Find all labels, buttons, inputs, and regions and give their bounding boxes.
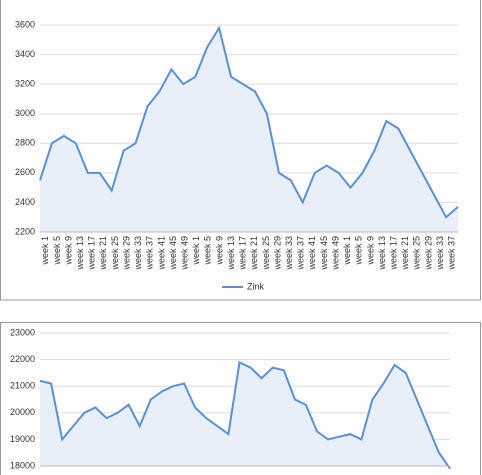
x-tick-label: week 17 xyxy=(87,236,97,271)
x-tick-label: week 25 xyxy=(261,236,271,271)
y-tick-label: 2400 xyxy=(15,197,35,207)
x-tick-label: week 9 xyxy=(365,236,375,266)
chart-frame xyxy=(0,0,481,301)
x-tick-label: week 33 xyxy=(435,236,445,271)
x-tick-label: week 45 xyxy=(168,236,178,271)
y-tick-label: 21000 xyxy=(10,381,35,391)
y-tick-label: 2800 xyxy=(15,138,35,148)
y-tick-label: 3600 xyxy=(15,19,35,29)
area xyxy=(40,362,450,469)
y-tick-label: 3200 xyxy=(15,79,35,89)
x-tick-label: week 45 xyxy=(319,236,329,271)
x-tick-label: week 29 xyxy=(423,236,433,271)
y-tick-label: 23000 xyxy=(10,327,35,337)
x-tick-label: week 17 xyxy=(389,236,399,271)
x-tick-label: week 5 xyxy=(203,236,213,266)
line xyxy=(39,360,451,470)
x-tick-label: week 29 xyxy=(272,236,282,271)
x-tick-label: week 13 xyxy=(377,236,387,271)
x-tick-label: week 21 xyxy=(400,236,410,271)
x-tick-label: week 13 xyxy=(75,236,85,271)
legend-label: Zink xyxy=(247,281,265,291)
x-tick-label: week 41 xyxy=(307,236,317,271)
y-tick-label: 2600 xyxy=(15,167,35,177)
x-tick-label: week 21 xyxy=(249,236,259,271)
y-tick-label: 3400 xyxy=(15,49,35,59)
line xyxy=(39,25,459,219)
x-tick-label: week 1 xyxy=(342,236,352,266)
y-tick-label: 18000 xyxy=(10,460,35,470)
x-tick-label: week 9 xyxy=(63,236,73,266)
x-tick-label: week 37 xyxy=(145,236,155,271)
x-tick-label: week 25 xyxy=(110,236,120,271)
x-tick-label: week 1 xyxy=(40,236,50,266)
x-tick-label: week 33 xyxy=(133,236,143,271)
chart-frame xyxy=(0,322,481,475)
x-tick-label: week 33 xyxy=(284,236,294,271)
area xyxy=(40,28,458,232)
x-tick-label: week 5 xyxy=(354,236,364,266)
y-tick-label: 22000 xyxy=(10,354,35,364)
x-tick-label: week 17 xyxy=(238,236,248,271)
x-tick-label: week 13 xyxy=(226,236,236,271)
y-tick-label: 20000 xyxy=(10,407,35,417)
x-tick-label: week 49 xyxy=(180,236,190,271)
x-tick-label: week 37 xyxy=(296,236,306,271)
x-tick-label: week 9 xyxy=(214,236,224,266)
y-tick-label: 19000 xyxy=(10,434,35,444)
x-tick-label: week 41 xyxy=(156,236,166,271)
x-tick-label: week 29 xyxy=(121,236,131,271)
y-tick-label: 3000 xyxy=(15,108,35,118)
x-tick-label: week 49 xyxy=(330,236,340,271)
x-tick-label: week 25 xyxy=(412,236,422,271)
y-tick-label: 2200 xyxy=(15,226,35,236)
x-tick-label: week 5 xyxy=(52,236,62,266)
x-tick-label: week 37 xyxy=(447,236,457,271)
x-tick-label: week 1 xyxy=(191,236,201,266)
x-tick-label: week 21 xyxy=(98,236,108,271)
